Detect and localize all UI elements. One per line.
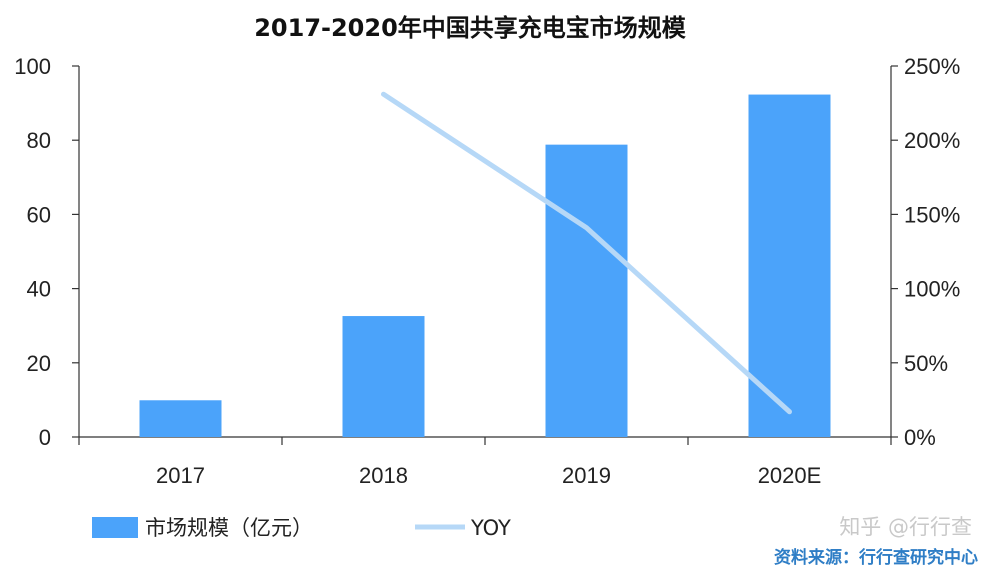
category-label: 2020E: [758, 463, 822, 488]
left-tick-label: 0: [39, 425, 51, 450]
category-label: 2019: [562, 463, 611, 488]
legend-label-line: YOY: [470, 516, 511, 540]
bar-2020E: [748, 94, 831, 437]
right-tick-label: 250%: [904, 54, 960, 79]
bar-series: [139, 94, 831, 438]
left-tick-label: 60: [27, 202, 51, 227]
yoy-line-series: [381, 91, 792, 415]
right-tick-label: 0%: [904, 425, 936, 450]
left-tick-label: 100: [14, 54, 51, 79]
chart-title: 2017-2020年中国共享充电宝市场规模: [254, 14, 687, 42]
right-tick-label: 50%: [904, 351, 948, 376]
category-label: 2017: [156, 463, 205, 488]
category-label: 2018: [359, 463, 408, 488]
category-labels: 2017 2018 2019 2020E: [156, 463, 821, 488]
watermark-text: 知乎 @行行查: [839, 515, 972, 539]
left-tick-label: 80: [27, 128, 51, 153]
legend-swatch-bar: [92, 517, 138, 538]
right-tick-label: 200%: [904, 128, 960, 153]
bar-2017: [139, 400, 222, 437]
legend: 市场规模（亿元） YOY: [92, 516, 511, 540]
left-axis-ticks: 0 20 40 60 80 100: [14, 54, 79, 450]
right-axis-ticks: 0% 50% 100% 150% 200% 250%: [891, 54, 960, 450]
source-note: 资料来源：行行查研究中心: [774, 547, 978, 568]
bar-2019: [545, 144, 628, 438]
bar-2018: [342, 316, 425, 437]
right-tick-label: 100%: [904, 277, 960, 302]
right-tick-label: 150%: [904, 202, 960, 227]
left-tick-label: 40: [27, 277, 51, 302]
left-tick-label: 20: [27, 351, 51, 376]
legend-label-bar: 市场规模（亿元）: [145, 516, 313, 540]
